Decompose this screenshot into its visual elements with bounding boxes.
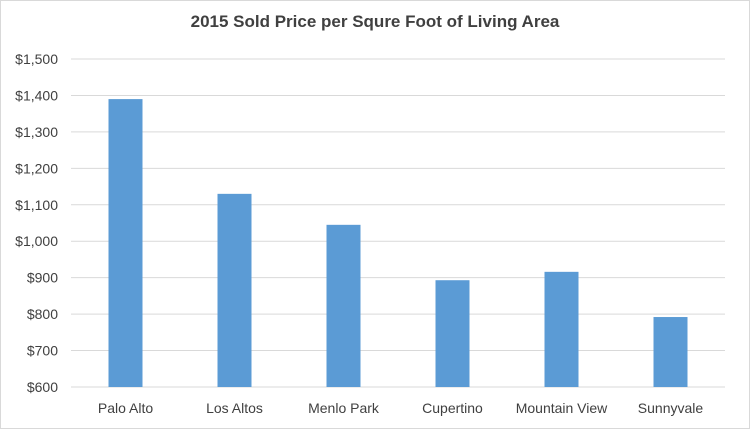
x-tick-label: Sunnyvale [638, 400, 704, 416]
y-tick-label: $1,100 [15, 197, 58, 213]
x-tick-label: Menlo Park [308, 400, 380, 416]
bar [326, 224, 361, 387]
bar [544, 271, 579, 387]
x-tick-label: Mountain View [516, 400, 608, 416]
y-tick-label: $1,200 [15, 160, 58, 176]
bar [435, 280, 470, 387]
y-tick-label: $600 [27, 379, 58, 395]
y-tick-label: $1,500 [15, 51, 58, 67]
bar [653, 317, 688, 387]
x-tick-label: Palo Alto [98, 400, 153, 416]
y-tick-label: $1,300 [15, 124, 58, 140]
x-tick-label: Cupertino [422, 400, 483, 416]
y-tick-label: $1,000 [15, 233, 58, 249]
bar [217, 193, 252, 387]
chart-title: 2015 Sold Price per Squre Foot of Living… [190, 12, 560, 31]
y-tick-label: $1,400 [15, 87, 58, 103]
x-tick-label: Los Altos [206, 400, 263, 416]
y-tick-label: $800 [27, 306, 58, 322]
y-tick-label: $700 [27, 343, 58, 359]
y-tick-label: $900 [27, 270, 58, 286]
bar [108, 99, 143, 387]
